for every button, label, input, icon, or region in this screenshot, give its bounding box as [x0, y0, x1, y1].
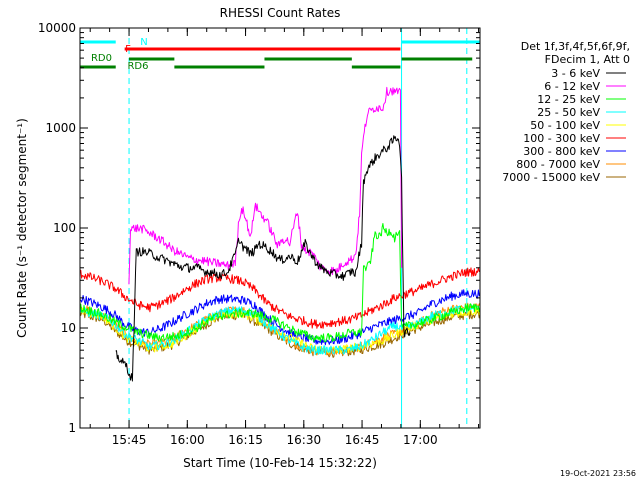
data-series [79, 86, 481, 382]
annotation-bars: NF RD0 RD6 [80, 37, 480, 72]
x-tick-label: 16:45 [345, 433, 380, 447]
timestamp: 19-Oct-2021 23:56 [560, 469, 636, 478]
legend-entry-label: 7000 - 15000 keV [502, 171, 600, 184]
x-axis-label: Start Time (10-Feb-14 15:32:22) [183, 456, 377, 470]
y-axis-label: Count Rate (s⁻¹ detector segment⁻¹) [15, 118, 29, 338]
x-tick-label: 16:00 [170, 433, 205, 447]
annotation-label: RD6 [127, 61, 148, 72]
legend-entry-label: 12 - 25 keV [537, 93, 600, 106]
y-tick-label: 10000 [38, 21, 76, 35]
legend-entry-label: 6 - 12 keV [544, 80, 600, 93]
y-tick-label: 10 [61, 321, 76, 335]
y-tick-label: 1000 [45, 121, 76, 135]
legend-title-line-2: FDecim 1, Att 0 [545, 53, 630, 66]
legend-entry-label: 300 - 800 keV [523, 145, 600, 158]
x-tick-label: 16:30 [287, 433, 322, 447]
legend-entry-label: 50 - 100 keV [530, 119, 600, 132]
series-line [115, 135, 411, 382]
axis-ticks: 1 10 100 1000 10000 15:45 16:00 16:15 16:30 16:45… [38, 21, 480, 447]
series-line [79, 223, 481, 343]
legend-entry-label: 800 - 7000 keV [516, 158, 600, 171]
annotation-label: F [125, 44, 131, 55]
legend-entry-label: 25 - 50 keV [537, 106, 600, 119]
series-line [79, 305, 481, 354]
series-line [79, 267, 481, 329]
x-tick-label: 15:45 [112, 433, 147, 447]
legend: Det 1f,3f,4f,5f,6f,9f, FDecim 1, Att 0 3… [502, 40, 630, 184]
legend-title-line-1: Det 1f,3f,4f,5f,6f,9f, [521, 40, 630, 53]
y-tick-label: 100 [53, 221, 76, 235]
series-line [128, 86, 403, 285]
x-tick-label: 17:00 [403, 433, 438, 447]
chart-title: RHESSI Count Rates [220, 6, 341, 20]
legend-entry-label: 3 - 6 keV [551, 67, 600, 80]
y-tick-label: 1 [68, 421, 76, 435]
annotation-label: N [140, 37, 147, 48]
annotation-label: RD0 [91, 53, 112, 64]
x-tick-label: 16:15 [228, 433, 263, 447]
legend-entry-label: 100 - 300 keV [523, 132, 600, 145]
